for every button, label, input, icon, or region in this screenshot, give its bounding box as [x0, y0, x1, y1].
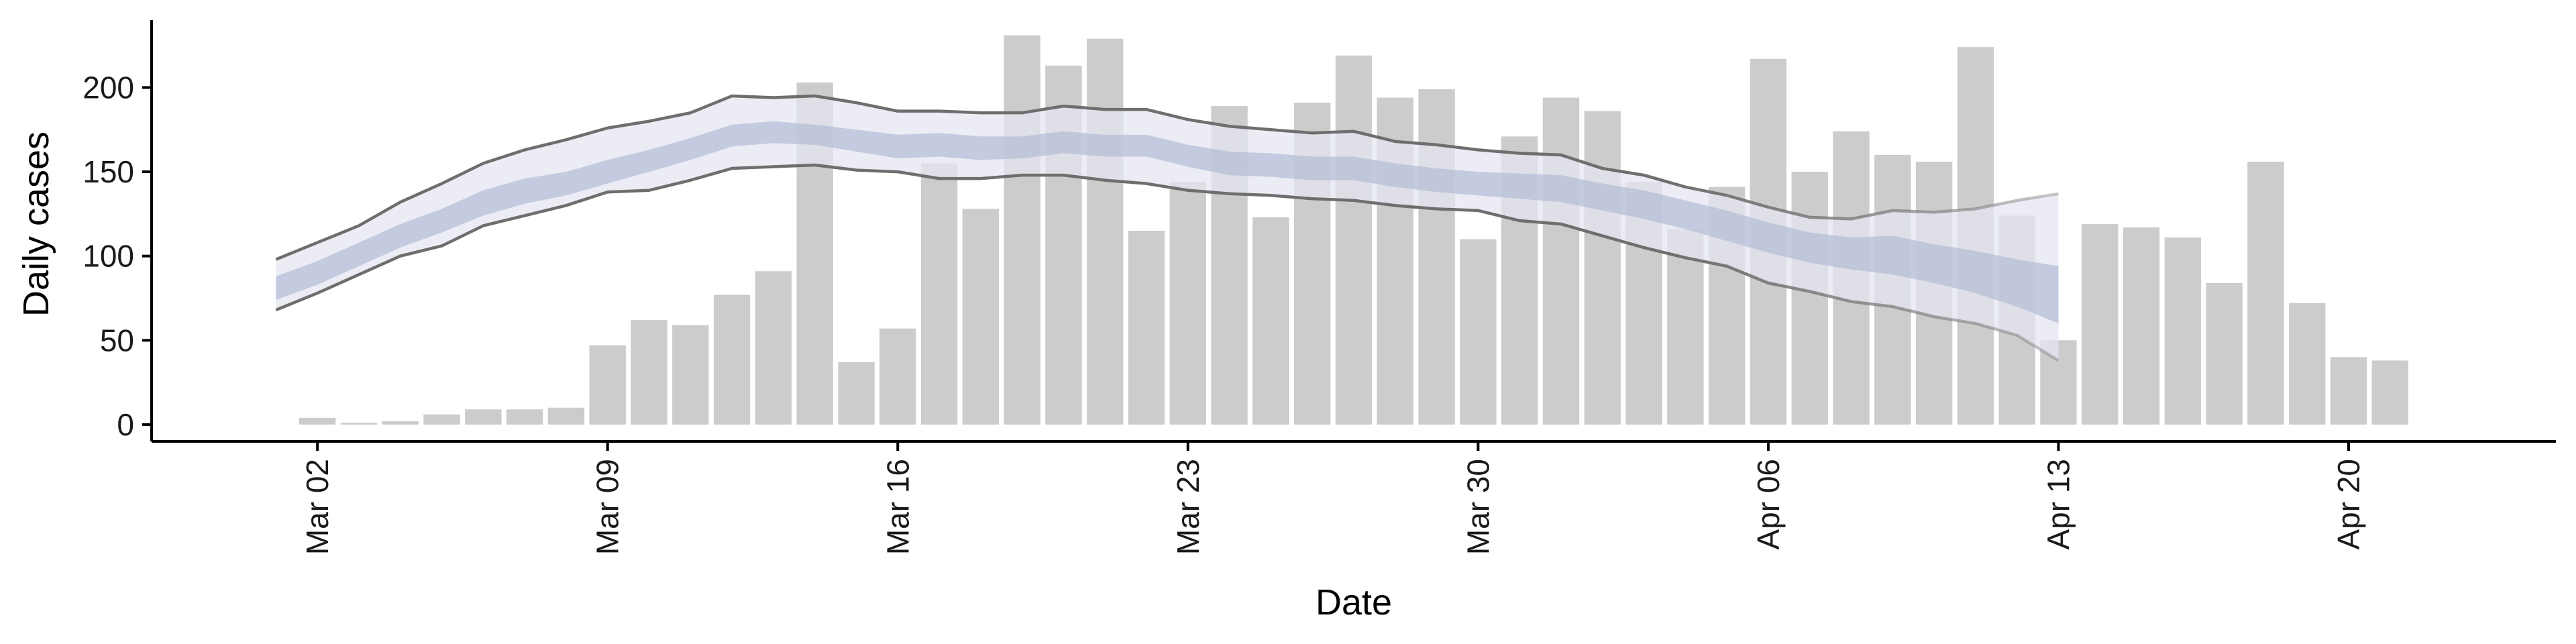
bar	[1460, 239, 1497, 425]
bar	[382, 421, 419, 425]
bar	[2082, 223, 2118, 425]
lower-bound-line	[275, 163, 2059, 362]
bar	[755, 271, 792, 425]
bar	[2330, 357, 2367, 425]
x-axis-title: Date	[1316, 582, 1392, 623]
x-tick-label: Mar 23	[1171, 459, 1205, 555]
bar	[2164, 237, 2202, 425]
y-tick-label: 150	[83, 154, 134, 189]
bar	[299, 417, 336, 425]
bar	[1584, 111, 1621, 425]
inner-interval-band	[276, 121, 2059, 324]
bar	[631, 320, 667, 425]
bar	[547, 407, 585, 425]
bar	[1128, 231, 1165, 425]
bar	[672, 325, 709, 425]
bar	[423, 414, 460, 425]
bar	[2206, 282, 2243, 425]
bar	[962, 209, 1000, 425]
bar	[838, 362, 875, 425]
bar	[713, 294, 751, 425]
outer-interval-band	[276, 96, 2059, 361]
bar	[2123, 227, 2160, 425]
bar	[506, 409, 543, 425]
x-tick-label: Mar 09	[590, 459, 625, 555]
y-tick-label: 50	[100, 323, 134, 358]
bar	[1335, 55, 1373, 425]
bar	[920, 163, 958, 425]
x-ticks: Mar 02 Mar 09 Mar 16 Mar 23 Mar 30 Apr 06 Apr …	[300, 441, 2366, 555]
x-tick-label: Mar 30	[1460, 459, 1495, 555]
x-tick-label: Apr 20	[2331, 459, 2366, 550]
bars-layer	[299, 35, 2409, 425]
estimate-band-layer	[275, 94, 2059, 362]
bar	[1087, 38, 1124, 425]
x-tick-label: Apr 06	[1751, 459, 1786, 550]
bar	[1004, 35, 1040, 425]
x-tick-label: Apr 13	[2041, 459, 2076, 550]
axes-layer	[150, 20, 2556, 443]
bar	[1418, 89, 1455, 425]
upper-bound-line	[275, 94, 2059, 261]
x-tick-label: Mar 02	[300, 459, 335, 555]
bar	[879, 328, 916, 425]
bar	[589, 345, 626, 425]
bar	[340, 423, 378, 425]
y-axis-title: Daily cases	[16, 131, 56, 317]
bar	[2289, 303, 2326, 425]
bar	[2371, 360, 2409, 425]
y-tick-label: 0	[117, 407, 134, 442]
x-tick-label: Mar 16	[880, 459, 915, 555]
bar	[1542, 97, 1580, 425]
bar	[1791, 172, 1828, 425]
y-tick-label: 200	[83, 70, 134, 105]
bar	[1169, 182, 1207, 425]
bar	[2247, 162, 2284, 425]
bar	[465, 409, 502, 425]
bar	[1252, 217, 1289, 425]
y-tick-label: 100	[83, 239, 134, 274]
y-ticks: 0 50 100 150 200	[83, 70, 152, 442]
